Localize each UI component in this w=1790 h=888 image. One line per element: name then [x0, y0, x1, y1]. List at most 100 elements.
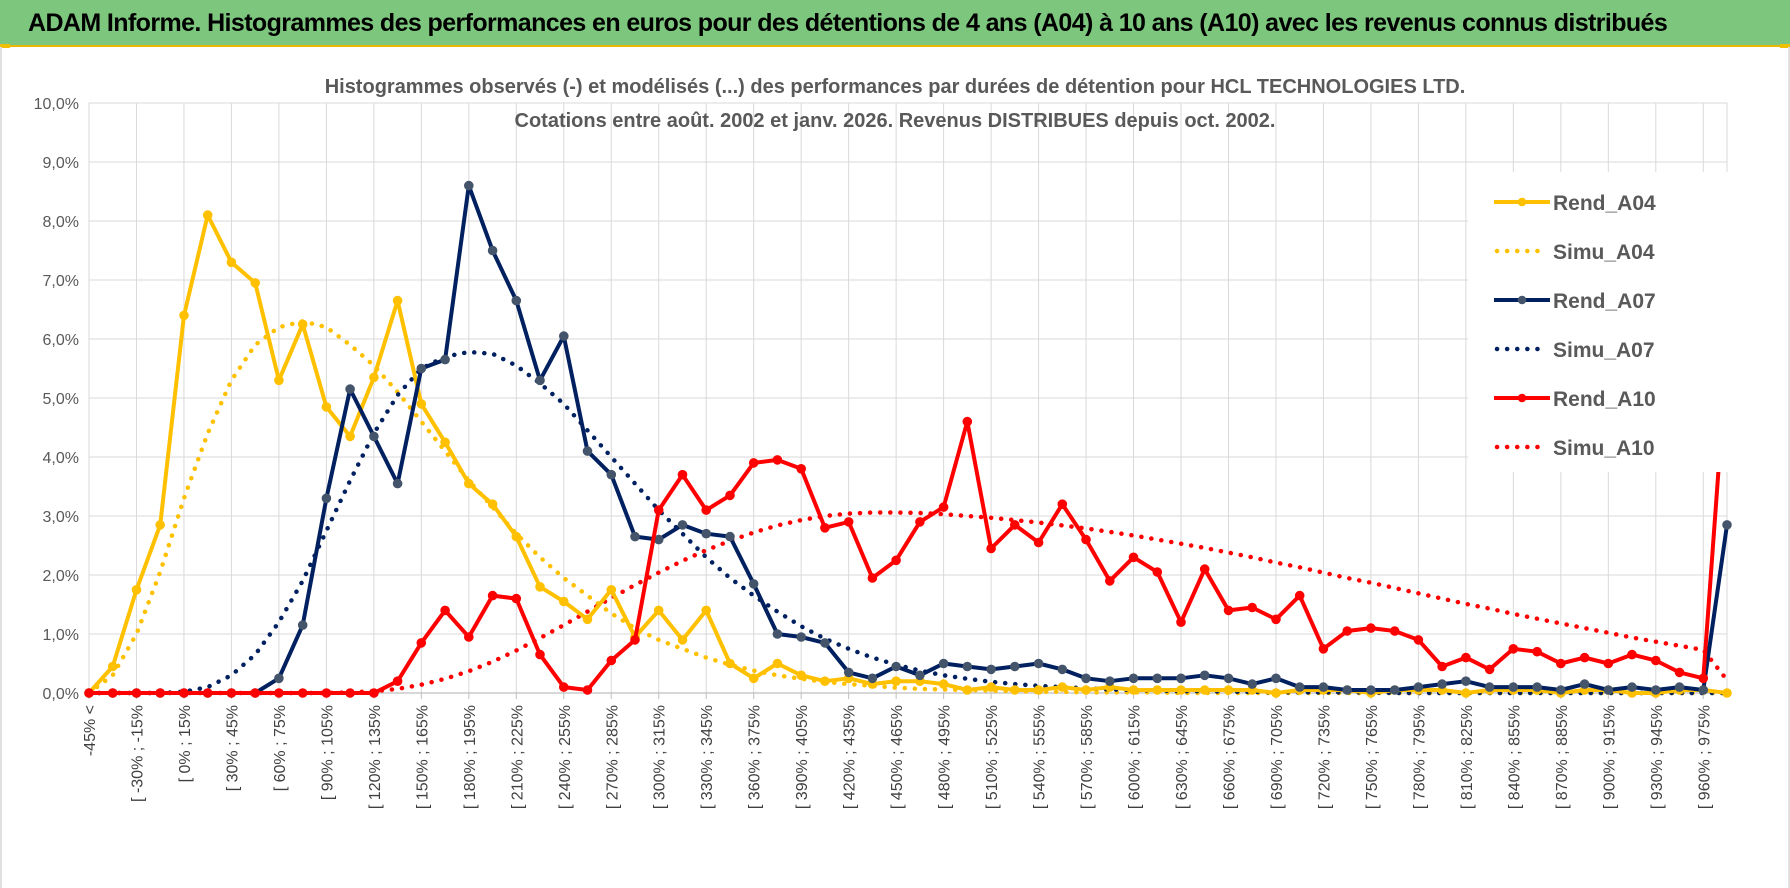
data-point-rend_a04 — [653, 605, 664, 616]
x-tick-label: [ 630% ; 645% — [1174, 705, 1191, 809]
data-point-rend_a07 — [1532, 682, 1542, 692]
x-tick-label: [ 600% ; 615% — [1127, 705, 1144, 809]
data-point-rend_a07 — [392, 478, 403, 489]
data-point-rend_a10 — [1437, 661, 1447, 672]
data-point-rend_a07 — [487, 245, 498, 256]
data-point-rend_a04 — [369, 372, 379, 383]
x-tick-label: [ 330% ; 345% — [699, 705, 716, 809]
data-point-rend_a10 — [701, 505, 712, 515]
data-point-rend_a04 — [772, 658, 783, 669]
data-point-rend_a04 — [725, 658, 735, 669]
data-point-rend_a10 — [1081, 534, 1091, 545]
data-point-rend_a10 — [1627, 649, 1637, 660]
data-point-rend_a07 — [1033, 658, 1044, 669]
data-point-rend_a07 — [1603, 685, 1614, 695]
data-point-rend_a07 — [1674, 682, 1685, 692]
data-point-rend_a07 — [1223, 673, 1234, 684]
x-tick-label: [ 240% ; 255% — [557, 705, 574, 809]
data-point-rend_a04 — [274, 375, 284, 386]
y-tick-label: 6,0% — [43, 332, 79, 349]
data-point-rend_a10 — [1105, 576, 1115, 586]
data-point-rend_a04 — [321, 402, 332, 412]
data-point-rend_a07 — [725, 531, 735, 542]
data-point-rend_a04 — [1010, 685, 1020, 695]
x-tick-label: [ 510% ; 525% — [984, 705, 1001, 809]
data-point-rend_a07 — [630, 531, 640, 542]
data-point-rend_a07 — [297, 620, 308, 630]
data-point-rend_a07 — [748, 579, 759, 589]
data-point-rend_a10 — [1199, 564, 1210, 574]
banner-accent-right — [1780, 44, 1790, 48]
data-point-rend_a07 — [345, 384, 355, 394]
data-point-rend_a10 — [630, 635, 640, 645]
x-tick-label: [ 120% ; 135% — [367, 705, 384, 809]
data-point-rend_a04 — [155, 520, 165, 530]
data-point-rend_a10 — [843, 517, 854, 527]
data-point-rend_a10 — [1674, 667, 1685, 678]
data-point-rend_a04 — [962, 685, 973, 695]
x-tick-label: [ 420% ; 435% — [842, 705, 859, 809]
data-point-rend_a07 — [1484, 682, 1495, 692]
legend-label: Rend_A04 — [1553, 192, 1656, 215]
x-tick-label: [ 150% ; 165% — [414, 705, 431, 809]
gridlines — [88, 102, 1728, 694]
data-point-rend_a10 — [155, 688, 165, 698]
x-tick-label: [ 660% ; 675% — [1221, 705, 1238, 809]
data-point-rend_a04 — [1152, 685, 1163, 695]
data-point-rend_a10 — [1461, 652, 1471, 663]
data-point-rend_a10 — [1366, 623, 1376, 633]
data-point-rend_a04 — [535, 582, 545, 592]
legend-item-simu_a07: Simu_A07 — [1494, 339, 1655, 362]
data-point-rend_a10 — [107, 688, 118, 698]
data-point-rend_a10 — [202, 688, 213, 698]
data-point-rend_a07 — [796, 632, 807, 642]
data-point-rend_a04 — [440, 437, 450, 448]
x-tick-label: [ -30% ; -15% — [129, 705, 146, 802]
data-point-rend_a04 — [796, 670, 807, 681]
data-point-rend_a10 — [297, 688, 308, 698]
data-point-rend_a10 — [938, 502, 949, 512]
data-point-rend_a10 — [511, 593, 522, 604]
data-point-rend_a07 — [1389, 685, 1400, 695]
data-point-rend_a07 — [1366, 685, 1376, 695]
data-point-rend_a07 — [606, 469, 617, 480]
data-point-rend_a07 — [891, 661, 901, 672]
data-point-rend_a07 — [1247, 679, 1257, 689]
axes: 0,0% 1,0% 2,0% 3,0% 4,0% 5,0% 6,0% 7,0% 8,0% 9,0%… — [34, 96, 1727, 809]
data-point-rend_a04 — [1223, 685, 1234, 695]
series-line-rend_a04 — [87, 213, 1728, 695]
data-point-rend_a10 — [677, 469, 688, 480]
x-tick-label: [ 450% ; 465% — [889, 705, 906, 809]
data-point-rend_a04 — [392, 295, 403, 306]
data-point-rend_a07 — [535, 375, 545, 386]
x-tick-label: [ 60% ; 75% — [272, 705, 289, 791]
data-point-rend_a10 — [535, 649, 545, 660]
data-point-rend_a04 — [1199, 685, 1210, 695]
data-point-rend_a04 — [677, 635, 688, 645]
data-point-rend_a04 — [820, 676, 830, 687]
x-tick-label: [ 780% ; 795% — [1411, 705, 1428, 809]
data-point-rend_a10 — [369, 688, 379, 698]
data-point-rend_a07 — [1128, 673, 1139, 684]
data-point-rend_a10 — [84, 688, 94, 698]
data-point-rend_a04 — [345, 431, 355, 442]
data-point-rend_a10 — [131, 688, 142, 698]
y-tick-label: 2,0% — [43, 568, 79, 585]
x-tick-label: [ 720% ; 735% — [1316, 705, 1333, 809]
data-point-rend_a04 — [986, 682, 996, 692]
data-point-rend_a07 — [1627, 682, 1637, 692]
y-tick-label: 7,0% — [43, 273, 79, 290]
data-point-rend_a10 — [274, 688, 284, 698]
data-point-rend_a07 — [369, 431, 379, 442]
data-point-rend_a10 — [345, 688, 355, 698]
data-point-rend_a07 — [1722, 520, 1732, 530]
data-point-rend_a10 — [179, 688, 189, 698]
data-point-rend_a07 — [1413, 682, 1424, 692]
data-point-rend_a10 — [1271, 614, 1281, 625]
data-point-rend_a07 — [582, 446, 593, 456]
data-point-rend_a07 — [511, 295, 522, 306]
x-tick-label: [ 750% ; 765% — [1364, 705, 1381, 809]
data-point-rend_a10 — [487, 590, 498, 601]
data-point-rend_a04 — [891, 676, 901, 687]
data-point-rend_a04 — [131, 585, 142, 595]
